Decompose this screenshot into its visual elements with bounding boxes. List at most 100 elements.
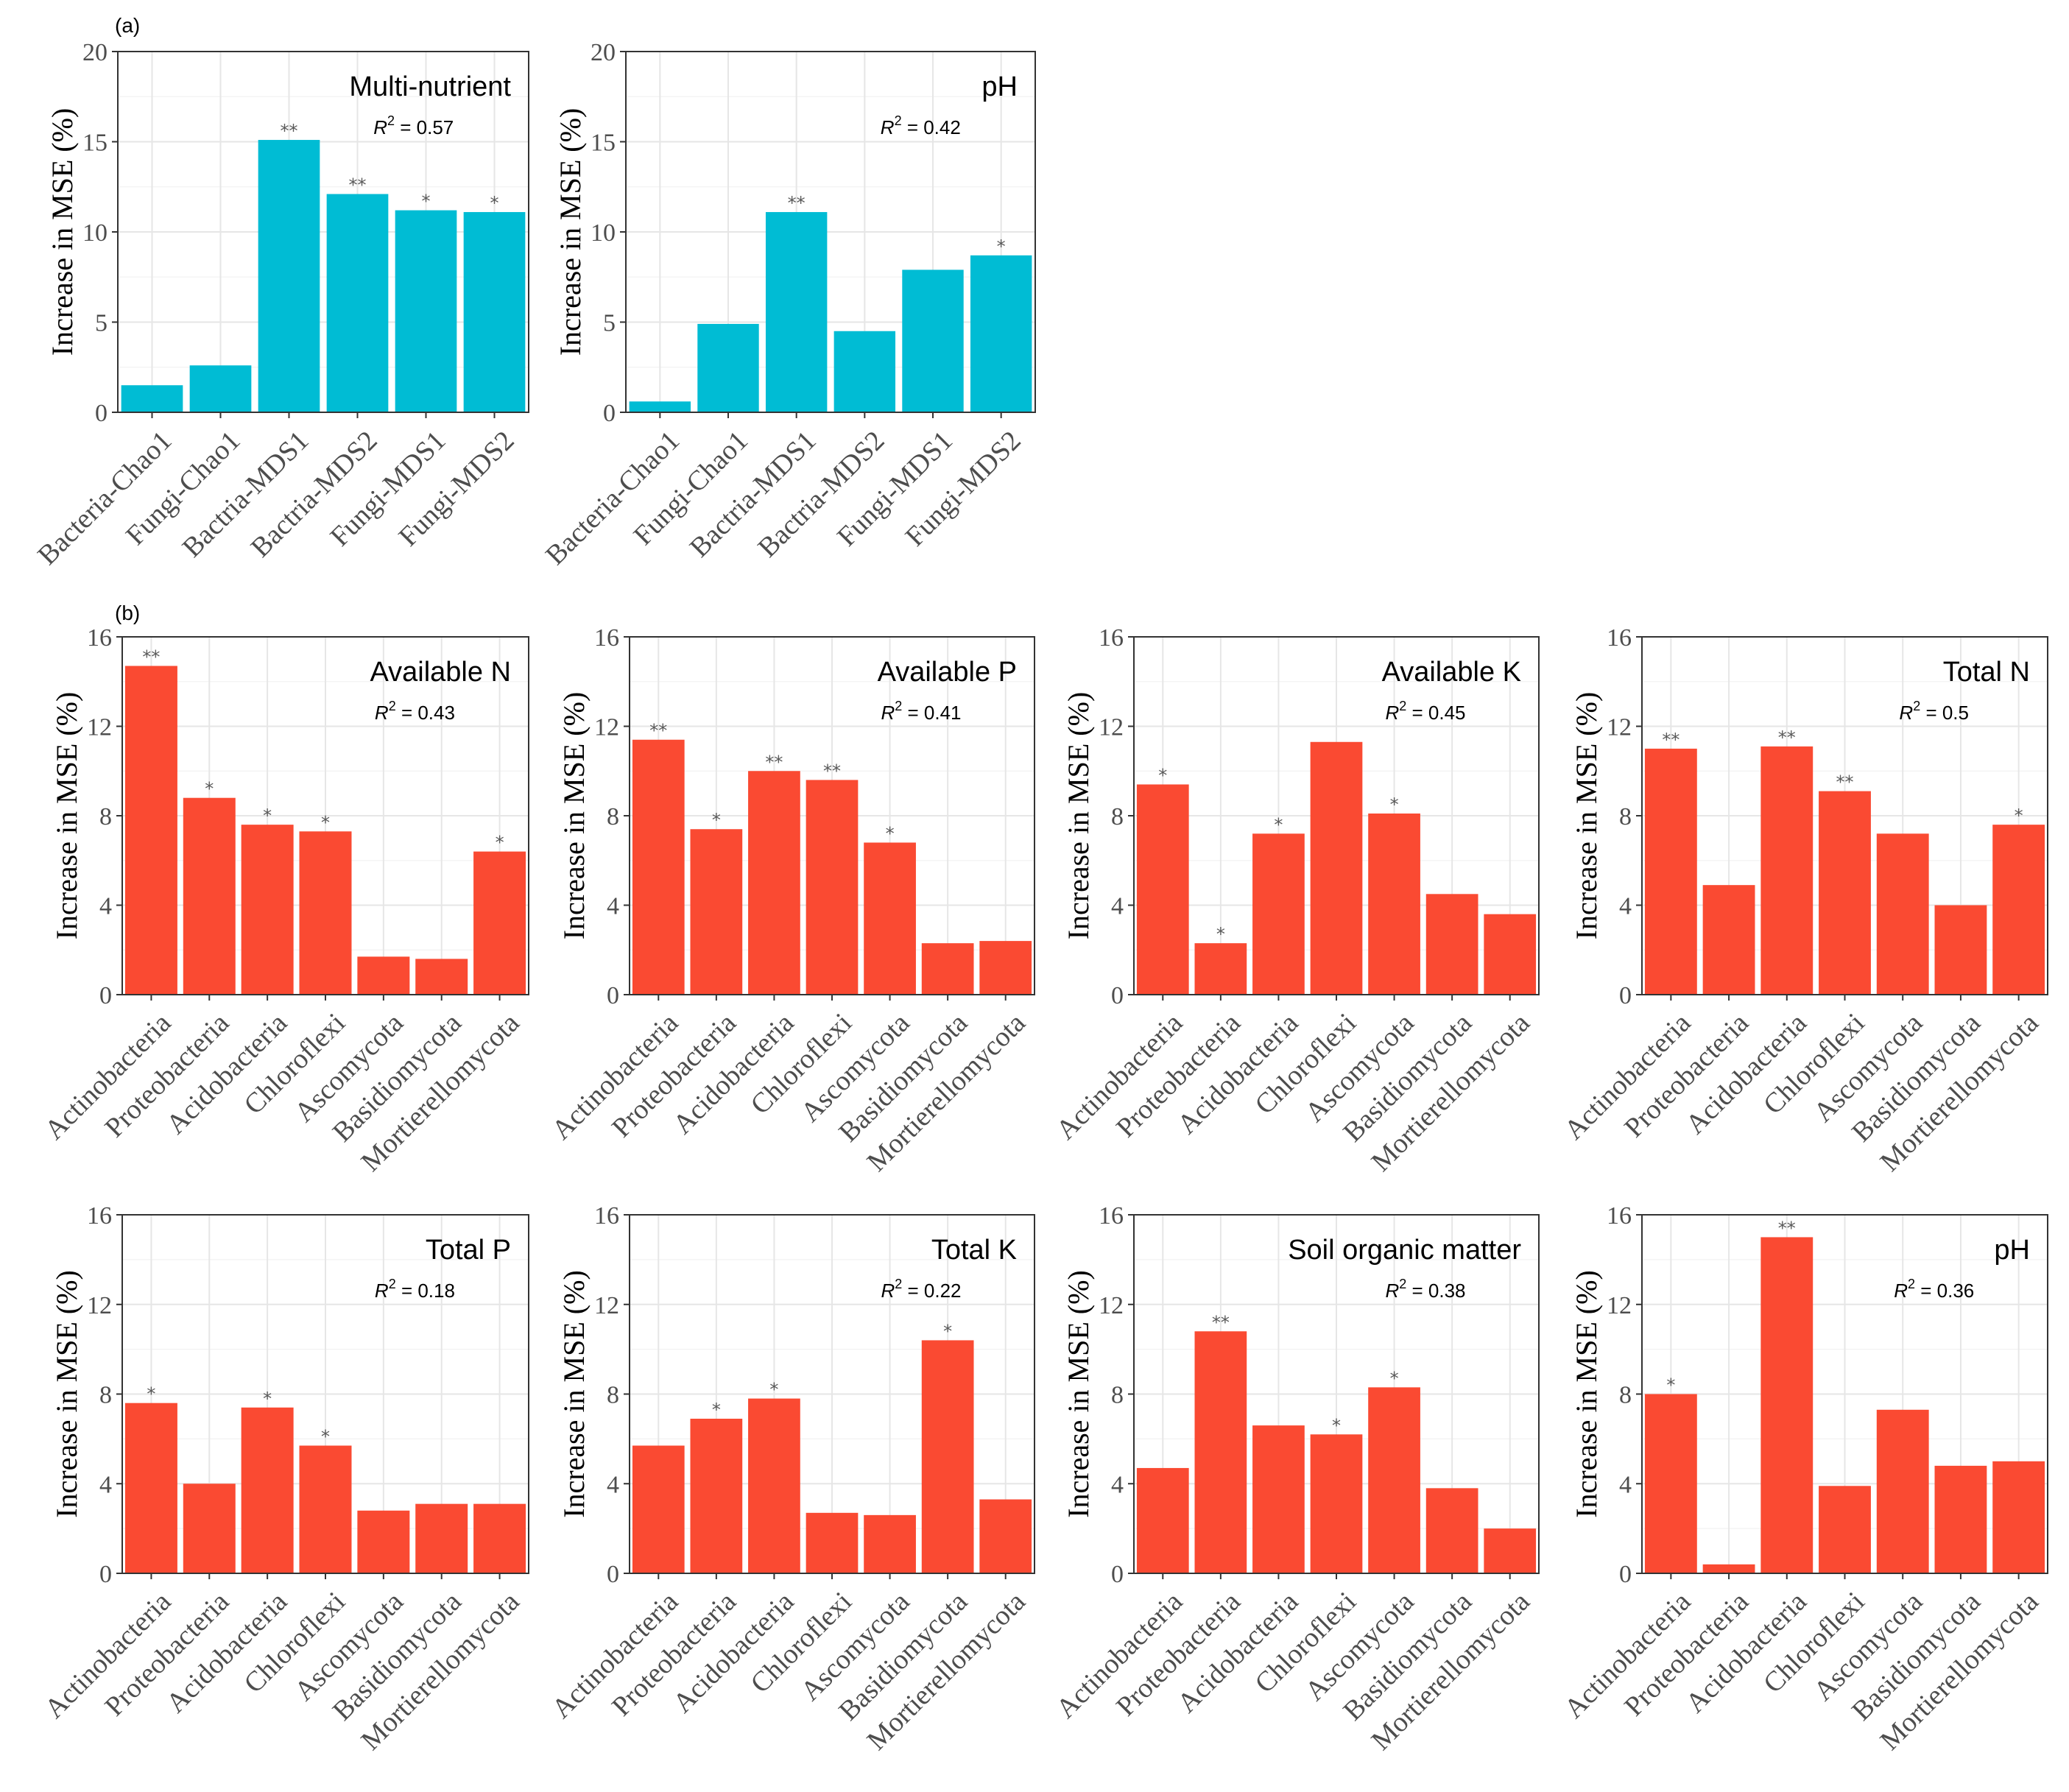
bar — [1992, 825, 2045, 995]
bar — [1876, 1409, 1929, 1573]
bar — [1136, 784, 1189, 995]
significance-label: * — [1390, 1368, 1399, 1389]
bar — [1876, 833, 1929, 995]
bar — [864, 842, 916, 995]
significance-label: ** — [1212, 1312, 1230, 1333]
bar — [473, 851, 526, 995]
bar — [415, 959, 468, 995]
significance-label: * — [496, 833, 504, 853]
y-axis-title: Increase in MSE (%) — [46, 108, 79, 356]
y-tick-label: 12 — [594, 714, 619, 741]
y-tick-label: 5 — [603, 310, 616, 337]
y-tick-label: 8 — [607, 1382, 619, 1409]
y-axis-title: Increase in MSE (%) — [557, 692, 591, 940]
bar — [124, 666, 177, 995]
y-tick-label: 16 — [594, 624, 619, 652]
bar — [1368, 813, 1420, 995]
panel-title: pH — [981, 71, 1018, 102]
bar — [1819, 791, 1871, 995]
y-tick-label: 10 — [82, 219, 107, 247]
bar — [902, 269, 964, 412]
bar — [1194, 1331, 1247, 1573]
y-tick-label: 4 — [99, 1471, 112, 1498]
significance-label: * — [1666, 1375, 1675, 1396]
bar — [833, 331, 896, 412]
significance-label: ** — [765, 752, 783, 772]
y-tick-label: 12 — [1607, 1292, 1632, 1319]
y-tick-label: 4 — [1111, 1471, 1124, 1498]
y-tick-label: 8 — [1111, 803, 1124, 830]
r-squared-label: R2 = 0.5 — [1899, 699, 1969, 724]
significance-label: ** — [1778, 1218, 1796, 1238]
panel-label-b: (b) — [115, 602, 140, 624]
bar — [415, 1503, 468, 1573]
bar — [690, 1418, 743, 1573]
y-tick-label: 4 — [607, 1471, 619, 1498]
bar — [183, 797, 236, 995]
y-tick-label: 0 — [603, 400, 616, 427]
bar — [258, 140, 320, 413]
significance-label: ** — [349, 175, 367, 196]
bar — [1368, 1387, 1420, 1573]
significance-label: * — [997, 236, 1006, 257]
y-tick-label: 16 — [87, 1202, 112, 1230]
significance-label: ** — [142, 646, 160, 667]
significance-label: * — [321, 1427, 330, 1447]
bar — [1644, 748, 1697, 995]
y-tick-label: 0 — [607, 1561, 619, 1588]
y-axis-title: Increase in MSE (%) — [50, 1270, 83, 1518]
bar — [1702, 1564, 1755, 1573]
bar — [921, 1340, 974, 1573]
bar — [921, 943, 974, 995]
significance-label: * — [321, 812, 330, 833]
y-tick-label: 20 — [82, 39, 107, 66]
y-tick-label: 8 — [607, 803, 619, 830]
y-tick-label: 8 — [99, 803, 112, 830]
y-tick-label: 16 — [594, 1202, 619, 1230]
panel-title: Total N — [1943, 657, 2030, 688]
y-tick-label: 0 — [1619, 982, 1632, 1009]
y-tick-label: 15 — [591, 130, 616, 157]
significance-label: * — [422, 191, 431, 212]
y-tick-label: 5 — [95, 310, 107, 337]
r-squared-label: R2 = 0.22 — [881, 1277, 961, 1302]
r-squared-label: R2 = 0.57 — [373, 113, 454, 138]
y-tick-label: 8 — [1619, 803, 1632, 830]
bar — [979, 1499, 1032, 1573]
bar — [189, 365, 252, 412]
panel-title: Total K — [931, 1235, 1017, 1266]
panel-label-a: (a) — [115, 14, 140, 37]
significance-label: * — [769, 1380, 778, 1400]
y-axis-title: Increase in MSE (%) — [1570, 1270, 1603, 1518]
y-tick-label: 8 — [1619, 1382, 1632, 1409]
significance-label: * — [205, 779, 214, 800]
bar — [1425, 894, 1478, 995]
chart-panel-4: ***** ***0481216ActinobacteriaProteobacte… — [546, 624, 1035, 1178]
y-tick-label: 16 — [87, 624, 112, 652]
y-tick-label: 20 — [591, 39, 616, 66]
bar — [463, 212, 526, 412]
bar — [1934, 1465, 1987, 1573]
y-tick-label: 0 — [95, 400, 107, 427]
bar — [1310, 1434, 1363, 1573]
y-tick-label: 12 — [1099, 1292, 1124, 1319]
bar — [1760, 746, 1814, 995]
bar — [806, 780, 859, 995]
y-tick-label: 16 — [1607, 1202, 1632, 1230]
panel-title: Available K — [1382, 657, 1521, 688]
panel-title: pH — [1994, 1235, 2030, 1266]
bar — [690, 829, 743, 995]
r-squared-label: R2 = 0.43 — [375, 699, 455, 724]
r-squared-label: R2 = 0.41 — [881, 699, 961, 724]
bar — [183, 1484, 236, 1573]
r-squared-label: R2 = 0.42 — [881, 113, 961, 138]
chart-panel-3: **** **0481216ActinobacteriaProteobacteri… — [39, 624, 529, 1178]
significance-label: * — [1390, 794, 1399, 815]
y-tick-label: 16 — [1607, 624, 1632, 652]
y-tick-label: 4 — [1619, 893, 1632, 920]
significance-label: * — [147, 1384, 155, 1405]
y-tick-label: 15 — [82, 130, 107, 157]
bar — [1310, 741, 1363, 995]
y-tick-label: 10 — [591, 219, 616, 247]
